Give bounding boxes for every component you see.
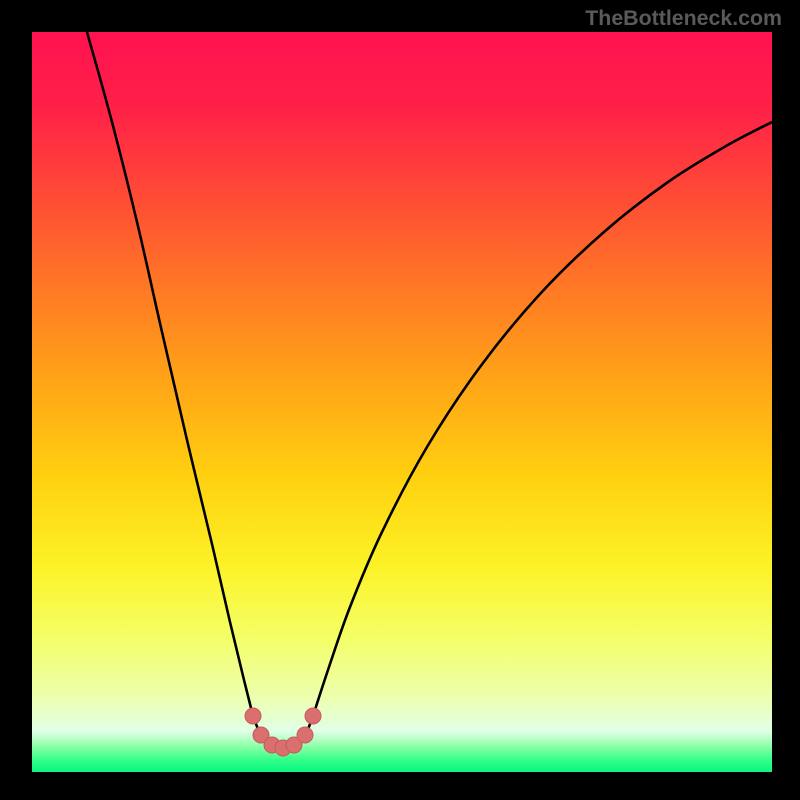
curve-marker [305, 708, 321, 724]
watermark-text: TheBottleneck.com [585, 6, 782, 31]
curve-marker [245, 708, 261, 724]
bottom-markers-layer [32, 32, 772, 772]
marker-group [245, 708, 321, 756]
plot-area [32, 32, 772, 772]
curve-marker [297, 727, 313, 743]
